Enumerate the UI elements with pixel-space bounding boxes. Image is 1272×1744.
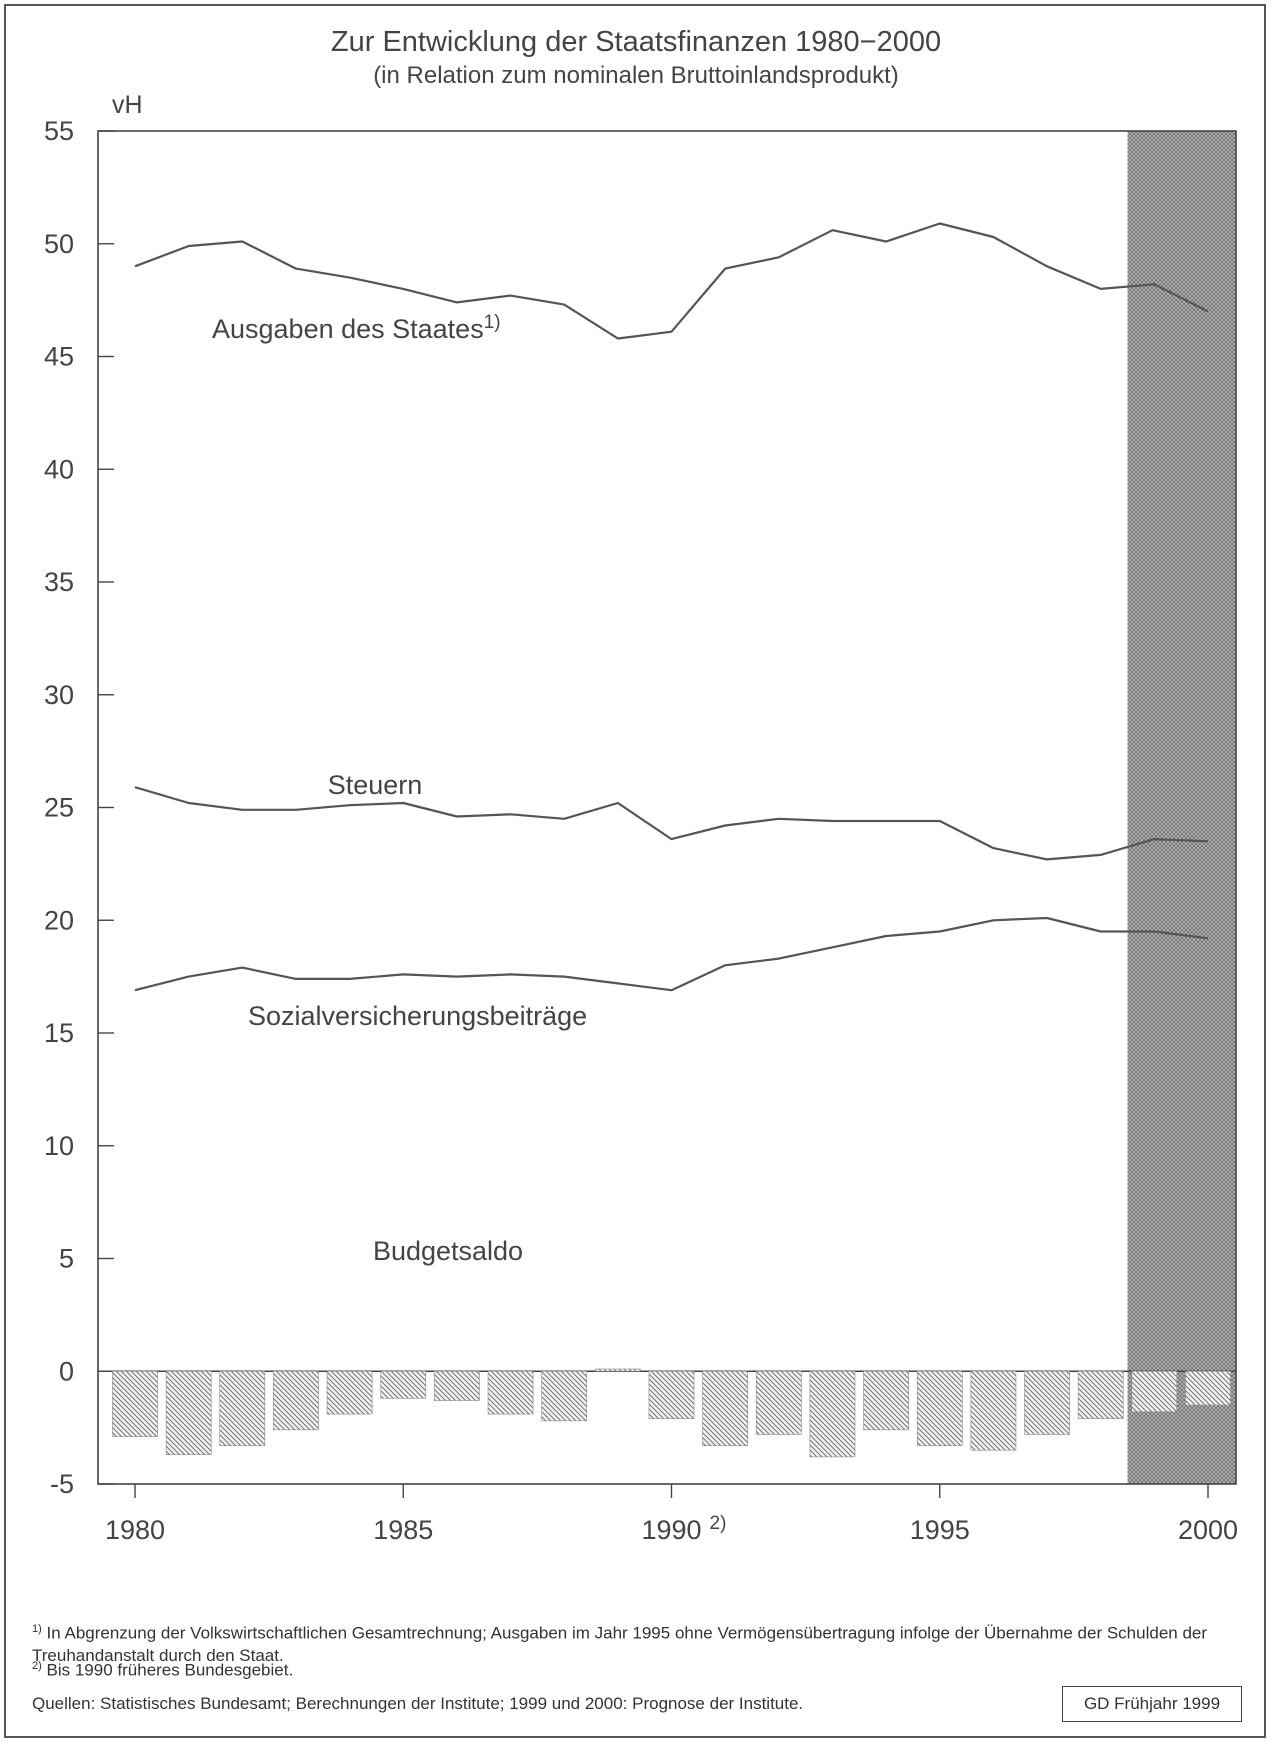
footnote-2-mark: 2): [32, 1660, 42, 1672]
series-line-1: [134, 786, 1209, 861]
chart-svg: -5 0 5 10 15 20 25 30 35 40 45 50 55 vH 1980 1985 1990 2)…: [44, 91, 1238, 1545]
y-tick-label: 45: [44, 342, 74, 372]
y-tick-label: 50: [44, 229, 74, 259]
series-label-1: Steuern: [328, 770, 423, 800]
y-tick-label: 5: [59, 1244, 74, 1274]
forecast-shading: [1127, 131, 1236, 1484]
x-tick-label: 2000: [1178, 1515, 1238, 1545]
bar-budgetsaldo: [1185, 1370, 1231, 1406]
bar-budgetsaldo: [112, 1370, 158, 1437]
chart-frame: [4, 4, 1266, 1738]
y-tick-label: 25: [44, 793, 74, 823]
footnote-1-mark: 1): [32, 1623, 42, 1635]
chart-subtitle: (in Relation zum nominalen Bruttoinlands…: [373, 62, 899, 89]
bar-budgetsaldo: [755, 1370, 802, 1435]
bar-budgetsaldo: [916, 1370, 963, 1446]
x-tick-label: 1980: [105, 1515, 165, 1545]
y-tick-label: 15: [44, 1018, 74, 1048]
series-line-0: [134, 222, 1209, 340]
series-label-footnote-mark: 1): [484, 312, 501, 333]
sources-note: Quellen: Statistisches Bundesamt; Berech…: [32, 1694, 804, 1713]
x-tick-label: 1990: [641, 1515, 701, 1545]
y-tick-label: 20: [44, 905, 74, 935]
x-tick-label: 1985: [373, 1515, 433, 1545]
series-label-2: Sozialversicherungsbeiträge: [248, 1001, 587, 1031]
y-tick-label: 30: [44, 680, 74, 710]
bar-budgetsaldo: [273, 1370, 319, 1431]
y-tick-label: 40: [44, 454, 74, 484]
footnote-2-text: Bis 1990 früheres Bundesgebiet.: [46, 1660, 294, 1680]
y-tick-label: 10: [44, 1131, 74, 1161]
y-tick-label: 55: [44, 116, 74, 146]
bar-budgetsaldo: [380, 1370, 427, 1399]
bar-budgetsaldo: [219, 1370, 266, 1446]
bar-budgetsaldo: [165, 1370, 212, 1455]
bar-budgetsaldo: [1077, 1370, 1124, 1419]
bar-budgetsaldo: [541, 1370, 588, 1422]
publication-stamp: GD Frühjahr 1999: [1062, 1686, 1242, 1722]
bar-budgetsaldo: [1024, 1370, 1070, 1435]
chart-title: Zur Entwicklung der Staatsfinanzen 1980−…: [330, 26, 942, 58]
y-tick-label: 0: [59, 1356, 74, 1386]
bar-budgetsaldo: [970, 1370, 1017, 1451]
series-label-0: Ausgaben des Staates1): [212, 312, 501, 344]
bar-budgetsaldo: [702, 1370, 748, 1446]
bar-budgetsaldo: [326, 1370, 373, 1415]
bar-budgetsaldo: [434, 1370, 480, 1401]
bar-budgetsaldo: [487, 1370, 534, 1415]
footnote-2: 2) Bis 1990 früheres Bundesgebiet.: [32, 1660, 293, 1681]
bar-budgetsaldo: [648, 1370, 695, 1419]
bar-budgetsaldo: [1131, 1370, 1178, 1413]
y-tick-label: -5: [50, 1469, 74, 1499]
x-tick-label: 1995: [910, 1515, 970, 1545]
bar-budgetsaldo: [595, 1368, 641, 1372]
y-tick-label: 35: [44, 567, 74, 597]
bar-budgetsaldo: [863, 1370, 909, 1431]
footnote-1: 1) In Abgrenzung der Volkswirtschaftlich…: [32, 1618, 1232, 1667]
series-label-3: Budgetsaldo: [373, 1236, 523, 1266]
bar-budgetsaldo: [809, 1370, 856, 1458]
x-tick-footnote-mark: 2): [710, 1513, 727, 1534]
footnote-1-text: In Abgrenzung der Volkswirtschaftlichen …: [32, 1623, 1208, 1665]
y-axis-label: vH: [112, 91, 143, 119]
series-line-2: [134, 916, 1209, 992]
